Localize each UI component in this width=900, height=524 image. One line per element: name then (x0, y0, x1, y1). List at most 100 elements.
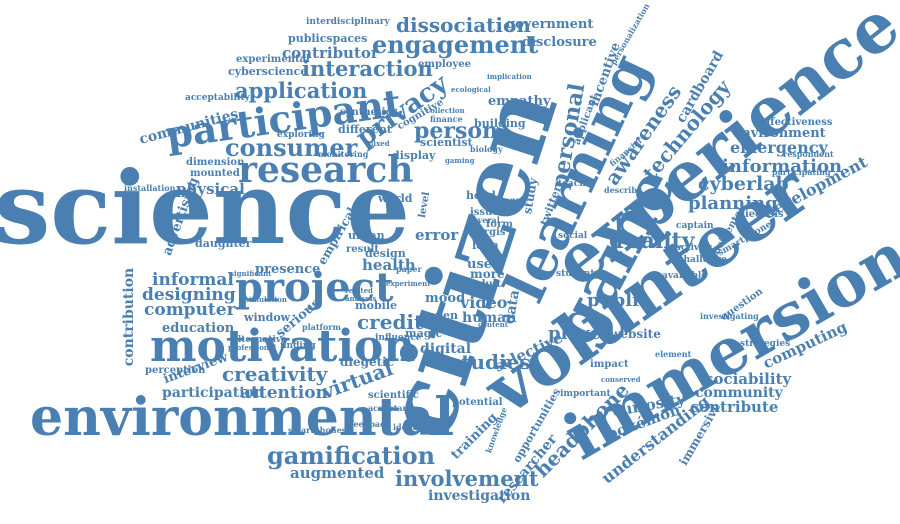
word: available (662, 271, 707, 281)
word: credit (357, 310, 424, 334)
word: studies (450, 350, 531, 374)
word: more (470, 267, 505, 281)
word: impact (590, 359, 629, 370)
word: paper (396, 264, 422, 274)
word: form (486, 219, 513, 230)
word: dimension (186, 157, 245, 168)
word: website (610, 327, 661, 341)
word: gamification (267, 441, 436, 470)
word: attention (240, 383, 328, 403)
word: strategies (740, 339, 791, 349)
word: user (467, 257, 499, 272)
word: engage (488, 195, 521, 205)
word: investigating (700, 311, 759, 321)
word: student (556, 269, 595, 279)
word: different (338, 123, 392, 136)
word: simulation (245, 295, 287, 304)
word: mounted (190, 168, 240, 179)
word: dissociation (396, 13, 531, 37)
word: acceptability (185, 93, 250, 103)
word: scientist (420, 136, 473, 149)
word: mood (425, 291, 466, 306)
word: element (655, 349, 692, 359)
word: scientific (368, 390, 419, 401)
word: ecological (451, 85, 491, 94)
word: analysis (345, 294, 377, 303)
word: public (587, 290, 650, 311)
word: influence (375, 333, 422, 343)
word: loan (472, 239, 499, 252)
word: physical (176, 180, 245, 198)
word: person (414, 118, 499, 144)
word: informal (152, 270, 234, 290)
word: adult (472, 279, 502, 290)
word: describe (604, 185, 642, 195)
word: error (415, 226, 459, 244)
word: participation (162, 385, 265, 401)
word: empathy (488, 94, 551, 109)
word: world (378, 192, 413, 205)
word: social (558, 231, 588, 241)
word: community (695, 385, 783, 401)
word: acceptance (368, 403, 419, 413)
word: activity (675, 243, 712, 253)
word: employee (418, 59, 471, 70)
word: creativity (222, 362, 328, 386)
word: platform (302, 322, 341, 332)
word: content (478, 320, 509, 329)
word: video (460, 293, 508, 312)
word: contributor (282, 44, 379, 62)
word: cyberlab (698, 173, 789, 195)
word: diegetic (340, 355, 395, 369)
word: alternative (232, 335, 287, 345)
word: installation (124, 183, 176, 193)
word: reality (615, 228, 695, 254)
word: building (474, 117, 526, 130)
word: important (560, 389, 611, 399)
word: finance (430, 114, 463, 124)
word: several (468, 215, 500, 225)
word: experiment (386, 279, 431, 288)
word: involvement (395, 466, 539, 491)
word: significant (230, 269, 272, 278)
word: mobile (355, 299, 398, 312)
word: display (392, 149, 436, 162)
word: smartphones (288, 425, 347, 435)
word: mixed (366, 139, 390, 148)
word: respondent (783, 149, 834, 159)
word: monitoring (318, 149, 369, 159)
word: designing (142, 285, 236, 305)
word: potential (452, 397, 503, 408)
word: science (0, 149, 411, 267)
word: conserved (601, 375, 641, 384)
word: participating (772, 167, 831, 177)
word: synthetic (340, 107, 392, 118)
word: publicspaces (288, 32, 368, 45)
word: professional (228, 343, 277, 352)
word: government (506, 17, 594, 32)
word: contribute (690, 398, 779, 416)
word: collection (426, 106, 465, 115)
word: finding (280, 341, 316, 351)
word: feedback (350, 419, 391, 429)
word: vrgis (478, 227, 506, 238)
word: challenge (678, 255, 727, 265)
word: identity (393, 422, 428, 432)
word: magic (405, 327, 443, 340)
word: perception (145, 365, 206, 376)
word: engagement (372, 30, 539, 59)
word: teacher (558, 179, 597, 189)
word: player (548, 323, 611, 344)
word: design (365, 247, 406, 260)
word: daughter (195, 237, 252, 250)
word: related (345, 286, 373, 295)
word: urban (348, 229, 385, 242)
word: human (462, 310, 517, 326)
word: research (238, 149, 414, 191)
word: open (428, 309, 459, 322)
word: information (722, 156, 843, 177)
word: project (235, 264, 394, 311)
word: motivation (150, 321, 416, 372)
word: diegesis (738, 209, 784, 220)
